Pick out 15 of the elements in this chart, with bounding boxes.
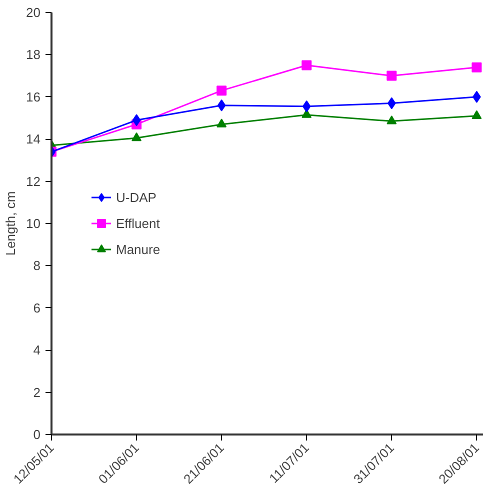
y-tick-label: 12	[26, 174, 41, 189]
y-tick-label: 20	[26, 5, 41, 20]
y-axis-title: Length, cm	[3, 191, 18, 256]
legend-label: Manure	[116, 242, 160, 256]
y-tick-label: 16	[26, 89, 41, 104]
y-tick-label: 2	[33, 384, 41, 400]
y-tick-label: 10	[26, 216, 41, 231]
y-tick-label: 4	[33, 342, 41, 358]
legend-label: Effluent	[116, 216, 160, 230]
legend-label: U-DAP	[116, 190, 156, 204]
y-tick-label: 8	[33, 258, 41, 274]
y-tick-label: 0	[33, 427, 41, 442]
y-tick-label: 14	[26, 132, 41, 147]
y-tick-label: 18	[26, 47, 41, 62]
y-tick-label: 6	[33, 300, 41, 316]
